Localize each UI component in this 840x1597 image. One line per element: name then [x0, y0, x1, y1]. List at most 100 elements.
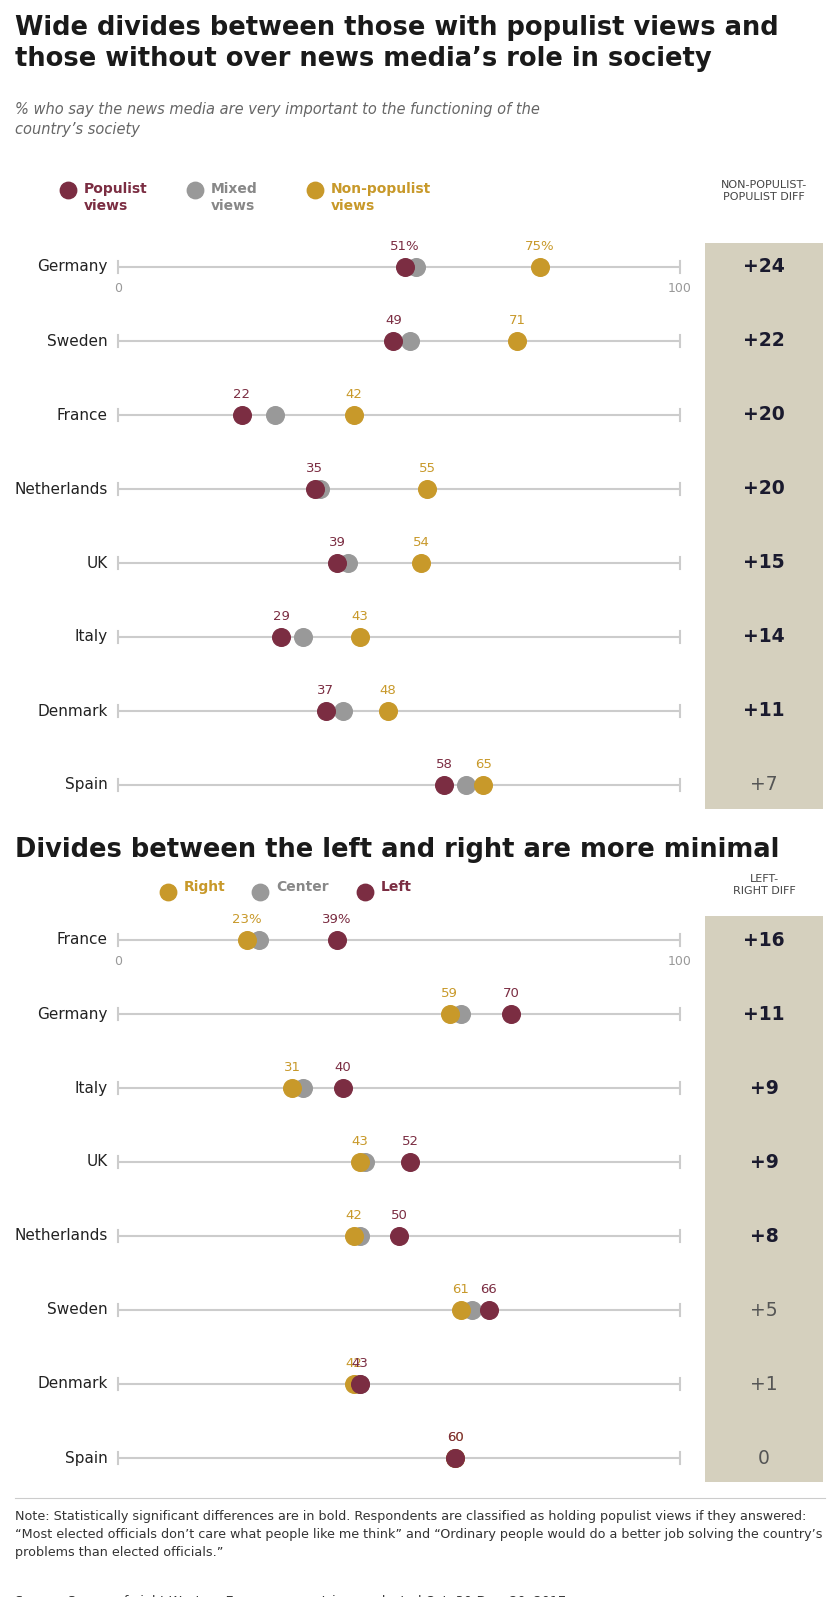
- Text: 60: 60: [447, 1431, 464, 1444]
- Point: [403, 1150, 417, 1175]
- Point: [449, 1445, 462, 1471]
- Text: UK: UK: [87, 1155, 108, 1169]
- Text: NON-POPULIST-
POPULIST DIFF: NON-POPULIST- POPULIST DIFF: [721, 180, 807, 203]
- Point: [342, 551, 355, 577]
- Text: 71: 71: [508, 315, 526, 327]
- Point: [386, 329, 400, 355]
- Point: [336, 698, 349, 723]
- Text: 23%: 23%: [233, 913, 262, 926]
- Text: +14: +14: [743, 628, 785, 647]
- Text: 70: 70: [503, 987, 520, 1000]
- Text: 22: 22: [234, 388, 250, 401]
- Point: [61, 177, 75, 203]
- Point: [449, 1445, 462, 1471]
- Text: 42: 42: [345, 388, 363, 401]
- Point: [409, 254, 423, 279]
- Text: +11: +11: [743, 1005, 785, 1024]
- Text: 37: 37: [318, 684, 334, 696]
- Text: 0: 0: [758, 1448, 770, 1468]
- Point: [505, 1001, 518, 1027]
- Text: Denmark: Denmark: [38, 704, 108, 719]
- Text: France: France: [57, 933, 108, 947]
- Text: 43: 43: [351, 610, 368, 623]
- Point: [353, 624, 366, 650]
- Point: [353, 1223, 366, 1249]
- Text: 59: 59: [441, 987, 458, 1000]
- Bar: [705, 917, 823, 1482]
- Text: 65: 65: [475, 759, 491, 771]
- Point: [308, 476, 322, 501]
- Text: Wide divides between those with populist views and
those without over news media: Wide divides between those with populist…: [15, 14, 779, 72]
- Text: Sweden: Sweden: [47, 334, 108, 348]
- Text: +9: +9: [749, 1153, 779, 1172]
- Text: +16: +16: [743, 931, 785, 950]
- Point: [398, 254, 412, 279]
- Point: [319, 698, 333, 723]
- Point: [240, 928, 254, 953]
- Text: 75%: 75%: [525, 240, 554, 252]
- Point: [275, 624, 288, 650]
- Point: [330, 928, 344, 953]
- Text: 39: 39: [328, 537, 345, 549]
- Point: [482, 1297, 496, 1322]
- Point: [297, 624, 310, 650]
- Text: 31: 31: [284, 1060, 301, 1075]
- Text: 0: 0: [114, 955, 122, 968]
- Point: [454, 1001, 468, 1027]
- Point: [420, 476, 433, 501]
- Text: Right: Right: [184, 880, 226, 894]
- Text: 52: 52: [402, 1135, 419, 1148]
- Text: +20: +20: [743, 479, 785, 498]
- Text: 40: 40: [334, 1060, 351, 1075]
- Text: Non-populist
views: Non-populist views: [331, 182, 431, 212]
- Text: +7: +7: [750, 776, 778, 794]
- Point: [330, 551, 344, 577]
- Point: [347, 1372, 360, 1397]
- Point: [449, 1445, 462, 1471]
- Text: 60: 60: [447, 1431, 464, 1444]
- Text: Italy: Italy: [75, 1081, 108, 1096]
- Text: +8: +8: [749, 1226, 779, 1246]
- Text: 43: 43: [351, 1135, 368, 1148]
- Point: [235, 402, 249, 428]
- Text: +20: +20: [743, 406, 785, 425]
- Point: [353, 1150, 366, 1175]
- Point: [359, 1150, 372, 1175]
- Text: 49: 49: [385, 315, 402, 327]
- Text: Center: Center: [276, 880, 328, 894]
- Point: [286, 1075, 299, 1100]
- Point: [476, 773, 490, 798]
- Text: UK: UK: [87, 556, 108, 570]
- Point: [403, 329, 417, 355]
- Point: [252, 928, 265, 953]
- Text: Left: Left: [381, 880, 412, 894]
- Text: +22: +22: [743, 332, 785, 350]
- Point: [438, 773, 451, 798]
- Text: 55: 55: [418, 462, 436, 474]
- Text: 0: 0: [114, 283, 122, 295]
- Point: [381, 698, 395, 723]
- Text: Denmark: Denmark: [38, 1377, 108, 1391]
- Point: [353, 1372, 366, 1397]
- Point: [336, 1075, 349, 1100]
- Text: 42: 42: [345, 1209, 363, 1222]
- Text: 51%: 51%: [390, 240, 419, 252]
- Text: Populist
views: Populist views: [84, 182, 148, 212]
- Text: Spain: Spain: [66, 1450, 108, 1466]
- Text: Italy: Italy: [75, 629, 108, 645]
- Text: 100: 100: [668, 283, 692, 295]
- Text: 66: 66: [480, 1282, 497, 1297]
- Point: [347, 402, 360, 428]
- Text: Germany: Germany: [38, 259, 108, 275]
- Point: [297, 1075, 310, 1100]
- Text: 50: 50: [391, 1209, 407, 1222]
- Text: +1: +1: [750, 1375, 778, 1394]
- Text: Divides between the left and right are more minimal: Divides between the left and right are m…: [15, 837, 780, 862]
- Text: 42: 42: [345, 1357, 363, 1370]
- Point: [254, 880, 267, 905]
- Text: 61: 61: [453, 1282, 470, 1297]
- Text: % who say the news media are very important to the functioning of the
country’s : % who say the news media are very import…: [15, 102, 540, 137]
- Point: [443, 1001, 456, 1027]
- Point: [188, 177, 202, 203]
- Bar: [705, 243, 823, 810]
